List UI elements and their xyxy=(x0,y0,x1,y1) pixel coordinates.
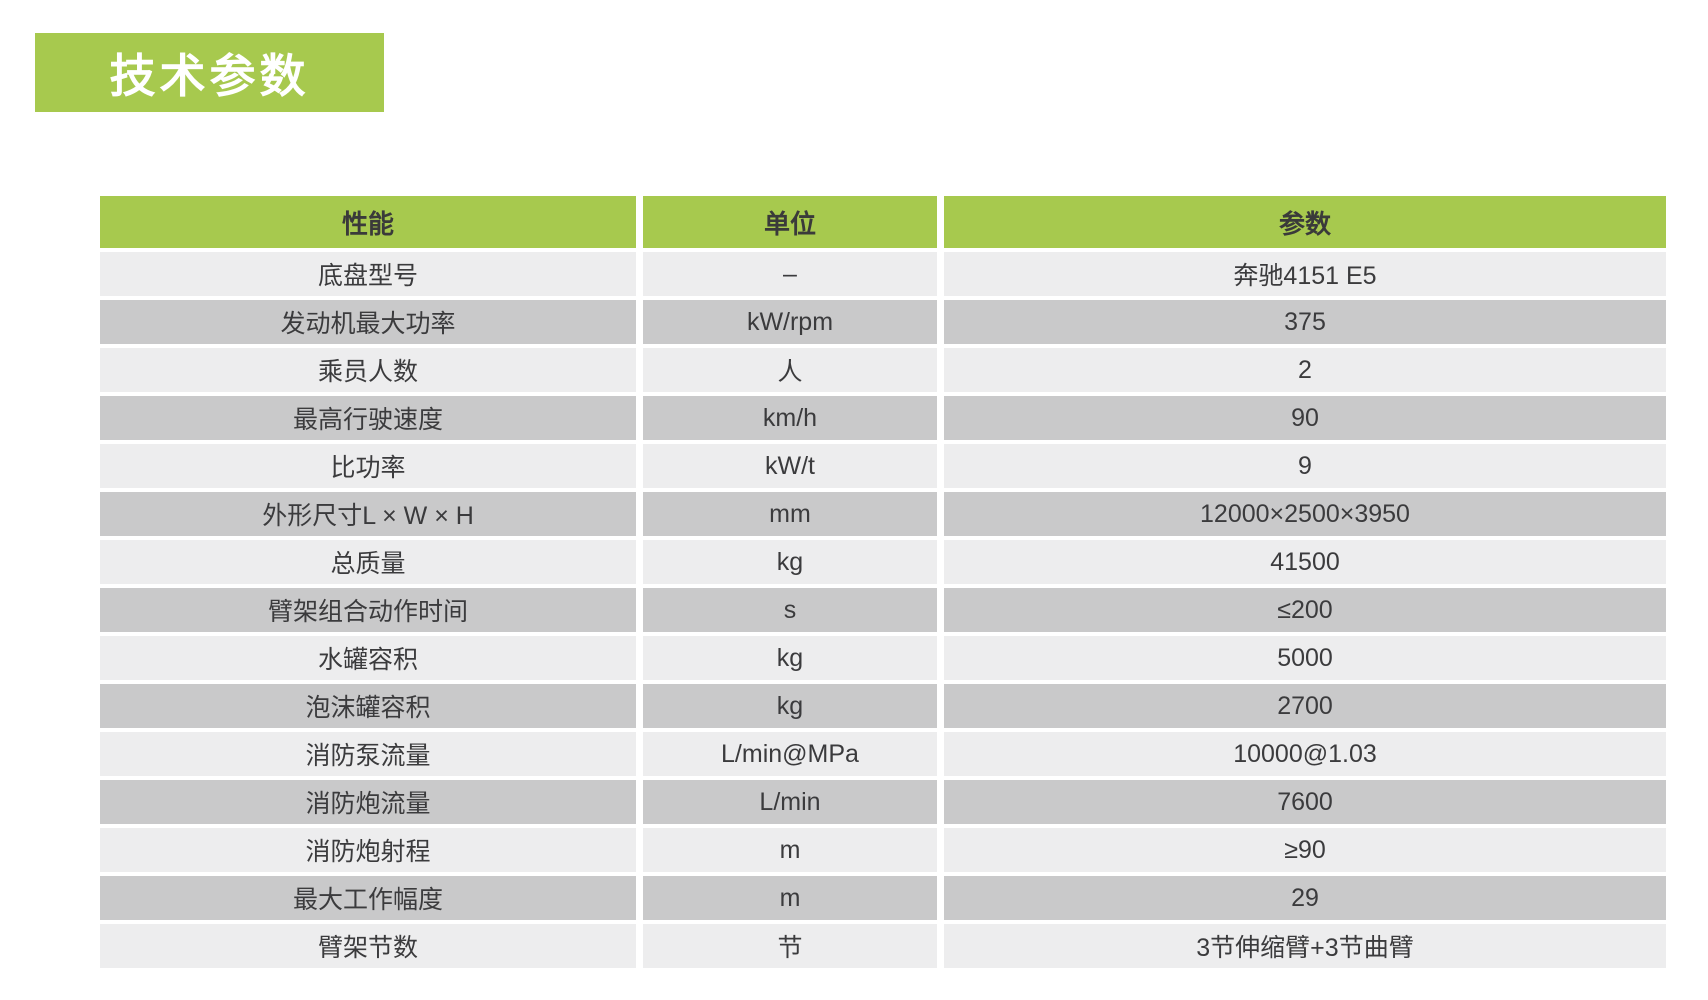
spec-name-cell: 消防炮流量 xyxy=(100,780,636,824)
spec-value-cell: 2700 xyxy=(944,684,1666,728)
table-row: 发动机最大功率 kW/rpm 375 xyxy=(100,300,1666,344)
spec-unit-cell: L/min xyxy=(643,780,937,824)
spec-unit-cell: m xyxy=(643,828,937,872)
spec-name-cell: 外形尺寸L × W × H xyxy=(100,492,636,536)
table-row: 最高行驶速度 km/h 90 xyxy=(100,396,1666,440)
spec-name-cell: 泡沫罐容积 xyxy=(100,684,636,728)
spec-name-cell: 消防炮射程 xyxy=(100,828,636,872)
spec-unit-cell: kW/t xyxy=(643,444,937,488)
table-row: 消防炮射程 m ≥90 xyxy=(100,828,1666,872)
spec-value-cell: 29 xyxy=(944,876,1666,920)
table-row: 消防炮流量 L/min 7600 xyxy=(100,780,1666,824)
table-row: 总质量 kg 41500 xyxy=(100,540,1666,584)
spec-name-cell: 比功率 xyxy=(100,444,636,488)
table-row: 消防泵流量 L/min@MPa 10000@1.03 xyxy=(100,732,1666,776)
spec-unit-cell: kg xyxy=(643,684,937,728)
spec-name-cell: 水罐容积 xyxy=(100,636,636,680)
spec-name-cell: 最大工作幅度 xyxy=(100,876,636,920)
table-row: 外形尺寸L × W × H mm 12000×2500×3950 xyxy=(100,492,1666,536)
spec-unit-cell: 人 xyxy=(643,348,937,392)
spec-value-cell: 3节伸缩臂+3节曲臂 xyxy=(944,924,1666,968)
column-header-unit: 单位 xyxy=(643,196,937,248)
table-row: 水罐容积 kg 5000 xyxy=(100,636,1666,680)
spec-unit-cell: 节 xyxy=(643,924,937,968)
table-row: 臂架组合动作时间 s ≤200 xyxy=(100,588,1666,632)
spec-name-cell: 消防泵流量 xyxy=(100,732,636,776)
table-header-row: 性能 单位 参数 xyxy=(100,196,1666,248)
spec-value-cell: 7600 xyxy=(944,780,1666,824)
spec-value-cell: 90 xyxy=(944,396,1666,440)
spec-unit-cell: L/min@MPa xyxy=(643,732,937,776)
table-row: 泡沫罐容积 kg 2700 xyxy=(100,684,1666,728)
spec-name-cell: 总质量 xyxy=(100,540,636,584)
spec-value-cell: ≥90 xyxy=(944,828,1666,872)
table-row: 最大工作幅度 m 29 xyxy=(100,876,1666,920)
spec-name-cell: 臂架组合动作时间 xyxy=(100,588,636,632)
spec-unit-cell: kg xyxy=(643,540,937,584)
spec-value-cell: 5000 xyxy=(944,636,1666,680)
spec-value-cell: 10000@1.03 xyxy=(944,732,1666,776)
spec-value-cell: 41500 xyxy=(944,540,1666,584)
column-header-performance: 性能 xyxy=(100,196,636,248)
section-title: 技术参数 xyxy=(35,33,384,112)
spec-name-cell: 乘员人数 xyxy=(100,348,636,392)
spec-unit-cell: mm xyxy=(643,492,937,536)
spec-value-cell: 9 xyxy=(944,444,1666,488)
table-row: 臂架节数 节 3节伸缩臂+3节曲臂 xyxy=(100,924,1666,968)
table-row: 比功率 kW/t 9 xyxy=(100,444,1666,488)
table-row: 乘员人数 人 2 xyxy=(100,348,1666,392)
table-body: 底盘型号 – 奔驰4151 E5 发动机最大功率 kW/rpm 375 乘员人数… xyxy=(100,252,1666,968)
spec-unit-cell: kg xyxy=(643,636,937,680)
spec-value-cell: 12000×2500×3950 xyxy=(944,492,1666,536)
spec-value-cell: 奔驰4151 E5 xyxy=(944,252,1666,296)
spec-name-cell: 发动机最大功率 xyxy=(100,300,636,344)
spec-value-cell: 2 xyxy=(944,348,1666,392)
spec-unit-cell: m xyxy=(643,876,937,920)
column-header-parameter: 参数 xyxy=(944,196,1666,248)
spec-value-cell: ≤200 xyxy=(944,588,1666,632)
spec-table: 性能 单位 参数 底盘型号 – 奔驰4151 E5 发动机最大功率 kW/rpm… xyxy=(100,196,1666,972)
spec-name-cell: 最高行驶速度 xyxy=(100,396,636,440)
spec-unit-cell: km/h xyxy=(643,396,937,440)
table-row: 底盘型号 – 奔驰4151 E5 xyxy=(100,252,1666,296)
spec-name-cell: 底盘型号 xyxy=(100,252,636,296)
spec-unit-cell: – xyxy=(643,252,937,296)
spec-unit-cell: s xyxy=(643,588,937,632)
section-title-text: 技术参数 xyxy=(109,49,310,102)
spec-name-cell: 臂架节数 xyxy=(100,924,636,968)
spec-value-cell: 375 xyxy=(944,300,1666,344)
spec-unit-cell: kW/rpm xyxy=(643,300,937,344)
